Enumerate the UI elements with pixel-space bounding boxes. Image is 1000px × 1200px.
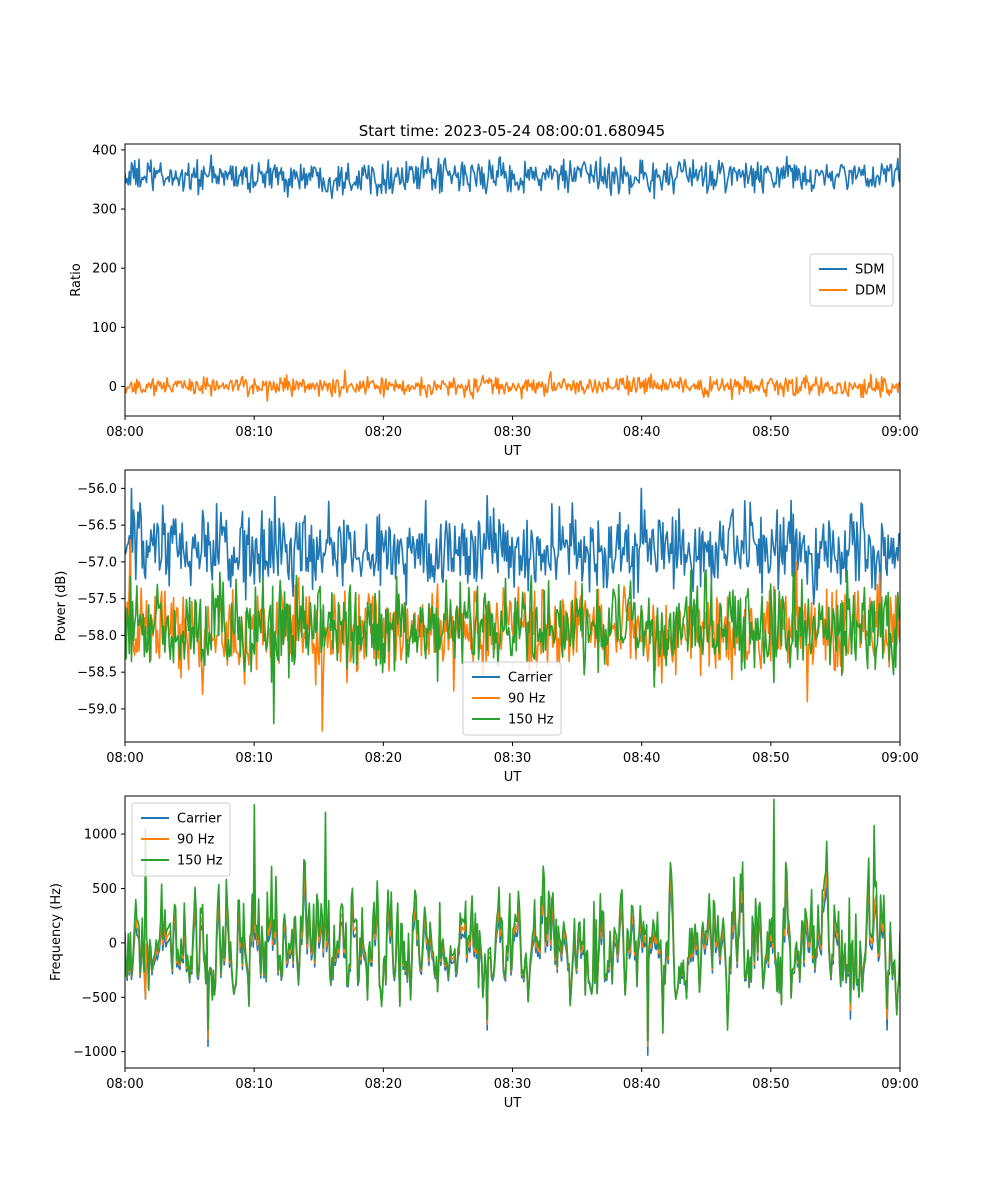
y-tick-label: −57.5: [77, 592, 117, 607]
legend: Carrier 90 Hz 150 Hz: [462, 661, 562, 736]
x-tick-label: 08:20: [365, 1077, 402, 1092]
x-tick-label: 08:10: [235, 425, 272, 440]
x-tick-label: 08:30: [494, 425, 531, 440]
series-line-150-hz: [125, 798, 900, 1042]
y-tick-label: 300: [92, 203, 117, 218]
x-tick-label: 08:40: [623, 751, 660, 766]
legend: SDM DDM: [809, 253, 894, 307]
legend-label: 90 Hz: [177, 833, 214, 848]
panel-2: 08:00 08:10 08:20 08:30 08:40 08:50 09:00 UT −59…: [54, 469, 919, 785]
legend-label: SDM: [855, 263, 884, 278]
x-tick-label: 08:50: [752, 1077, 789, 1092]
y-tick-label: −58.5: [77, 666, 117, 681]
y-tick-label: 500: [92, 882, 117, 897]
panel-1: 08:00 08:10 08:20 08:30 08:40 08:50 09:00 UT 0 10…: [69, 143, 919, 459]
panel-3: 08:00 08:10 08:20 08:30 08:40 08:50 09:00 UT −10…: [49, 795, 919, 1111]
y-tick-label: −1000: [73, 1045, 117, 1060]
legend-label: 150 Hz: [177, 854, 223, 869]
x-tick-label: 08:40: [623, 1077, 660, 1092]
x-tick-label: 09:00: [881, 1077, 918, 1092]
series-group: [125, 154, 900, 403]
legend-box: [809, 253, 894, 307]
series-line-carrier: [125, 487, 900, 606]
x-tick-label: 08:20: [365, 425, 402, 440]
figure-title: Start time: 2023-05-24 08:00:01.680945: [359, 122, 665, 140]
y-axis-label: Power (dB): [54, 571, 69, 642]
y-tick-label: −500: [81, 991, 117, 1006]
y-tick-label: −57.0: [77, 555, 117, 570]
x-tick-label: 08:00: [106, 425, 143, 440]
legend-label: Carrier: [508, 671, 553, 686]
x-axis-label: UT: [504, 1096, 522, 1111]
y-tick-label: −59.0: [77, 702, 117, 717]
x-tick-label: 08:40: [623, 425, 660, 440]
series-line-150-hz: [125, 569, 900, 725]
x-tick-label: 08:30: [494, 1077, 531, 1092]
x-axis-label: UT: [504, 444, 522, 459]
legend-label: DDM: [855, 284, 886, 299]
x-tick-label: 08:10: [235, 751, 272, 766]
x-tick-label: 09:00: [881, 751, 918, 766]
legend-label: 150 Hz: [508, 713, 554, 728]
y-tick-label: −56.5: [77, 519, 117, 534]
panels: 08:00 08:10 08:20 08:30 08:40 08:50 09:00 UT 0 10…: [49, 143, 919, 1111]
y-tick-label: 0: [109, 380, 117, 395]
legend-box: [131, 802, 231, 877]
y-tick-label: 0: [109, 936, 117, 951]
y-tick-label: 100: [92, 321, 117, 336]
y-tick-label: 200: [92, 262, 117, 277]
x-tick-label: 08:30: [494, 751, 531, 766]
legend-label: Carrier: [177, 812, 222, 827]
x-tick-label: 08:10: [235, 1077, 272, 1092]
series-line-ddm: [125, 369, 900, 403]
x-axis-label: UT: [504, 770, 522, 785]
y-axis-label: Frequency (Hz): [49, 883, 64, 981]
x-tick-label: 08:00: [106, 1077, 143, 1092]
legend-box: [462, 661, 562, 736]
legend-label: 90 Hz: [508, 692, 545, 707]
y-tick-label: 400: [92, 143, 117, 158]
x-tick-label: 08:50: [752, 425, 789, 440]
x-tick-label: 08:50: [752, 751, 789, 766]
series-group: [125, 487, 900, 732]
legend: Carrier 90 Hz 150 Hz: [131, 802, 231, 877]
x-tick-label: 08:00: [106, 751, 143, 766]
y-tick-label: 1000: [84, 828, 117, 843]
y-tick-label: −56.0: [77, 482, 117, 497]
y-tick-label: −58.0: [77, 629, 117, 644]
series-line-sdm: [125, 154, 900, 200]
series-group: [125, 798, 900, 1056]
x-tick-label: 09:00: [881, 425, 918, 440]
y-axis-label: Ratio: [69, 263, 84, 296]
x-tick-label: 08:20: [365, 751, 402, 766]
